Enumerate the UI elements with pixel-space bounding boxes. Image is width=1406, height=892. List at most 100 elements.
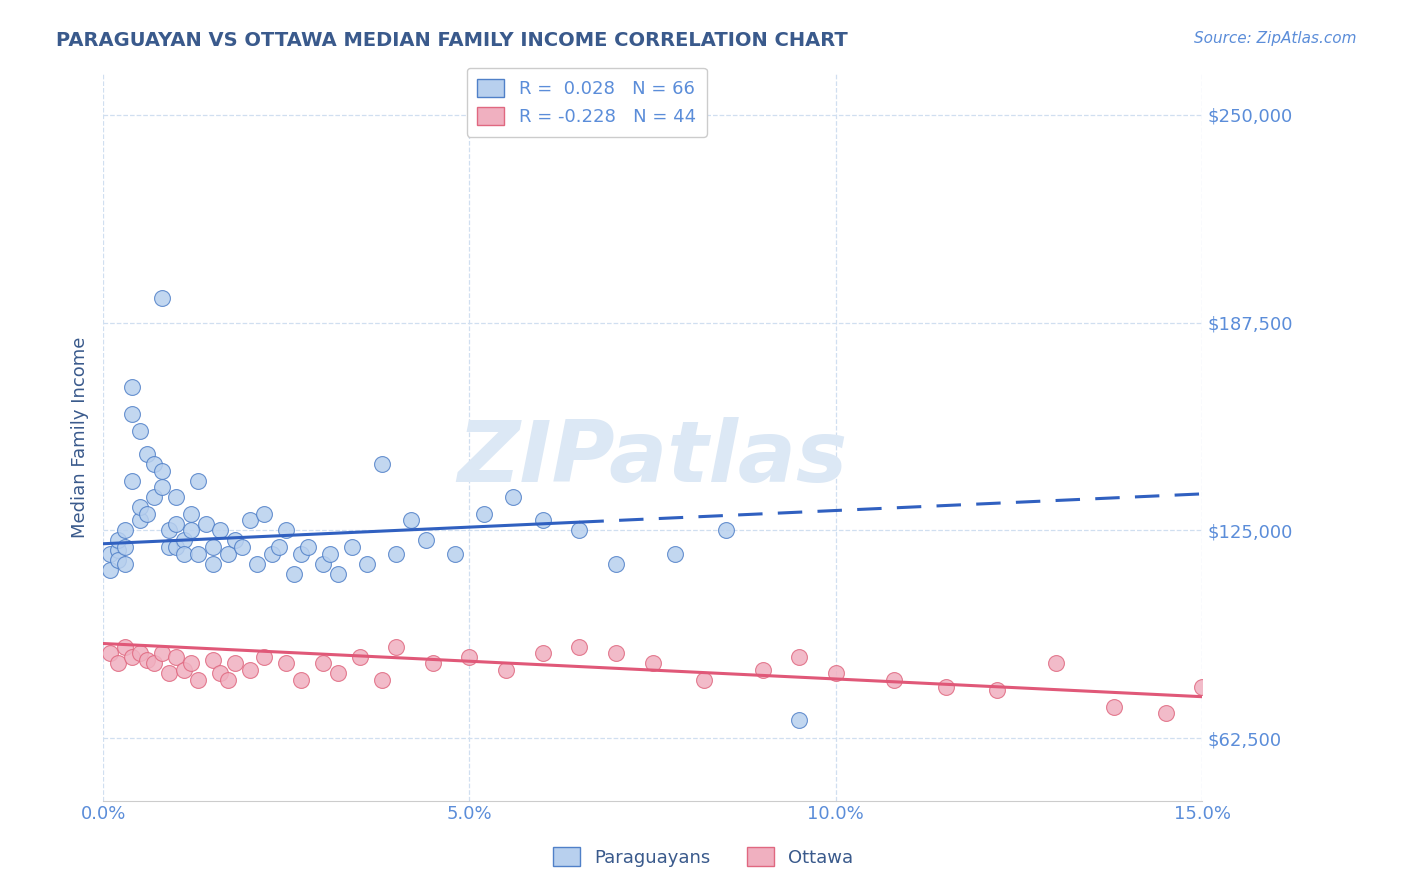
Point xyxy=(641,657,664,671)
Point xyxy=(157,666,180,681)
Point xyxy=(356,557,378,571)
Point xyxy=(114,540,136,554)
Point xyxy=(714,524,737,538)
Point xyxy=(605,647,627,661)
Point xyxy=(290,673,312,687)
Point xyxy=(664,547,686,561)
Point xyxy=(751,663,773,677)
Point xyxy=(502,490,524,504)
Point xyxy=(143,457,166,471)
Point xyxy=(194,516,217,531)
Point xyxy=(342,540,364,554)
Point xyxy=(143,657,166,671)
Point xyxy=(157,524,180,538)
Point xyxy=(165,490,187,504)
Point xyxy=(349,649,371,664)
Point xyxy=(150,464,173,478)
Point xyxy=(209,666,232,681)
Point xyxy=(239,513,262,527)
Point xyxy=(370,673,392,687)
Y-axis label: Median Family Income: Median Family Income xyxy=(72,336,89,538)
Point xyxy=(422,657,444,671)
Point xyxy=(121,407,143,421)
Point xyxy=(107,553,129,567)
Point xyxy=(385,547,408,561)
Point xyxy=(128,647,150,661)
Point xyxy=(150,647,173,661)
Point xyxy=(531,647,554,661)
Point xyxy=(883,673,905,687)
Point xyxy=(224,657,246,671)
Point xyxy=(385,640,408,654)
Point xyxy=(472,507,495,521)
Point xyxy=(187,474,209,488)
Point xyxy=(231,540,253,554)
Point xyxy=(239,663,262,677)
Point xyxy=(217,673,239,687)
Point xyxy=(180,657,202,671)
Point xyxy=(180,507,202,521)
Point xyxy=(217,547,239,561)
Point xyxy=(121,474,143,488)
Point xyxy=(114,640,136,654)
Point xyxy=(107,533,129,548)
Point xyxy=(415,533,437,548)
Point xyxy=(312,657,335,671)
Point xyxy=(150,291,173,305)
Point xyxy=(693,673,716,687)
Point xyxy=(121,380,143,394)
Legend: R =  0.028   N = 66, R = -0.228   N = 44: R = 0.028 N = 66, R = -0.228 N = 44 xyxy=(467,68,707,137)
Point xyxy=(246,557,269,571)
Point xyxy=(136,653,159,667)
Point xyxy=(531,513,554,527)
Point xyxy=(107,543,129,558)
Point xyxy=(935,680,957,694)
Point xyxy=(312,557,335,571)
Point xyxy=(605,557,627,571)
Point xyxy=(283,566,305,581)
Point xyxy=(260,547,283,561)
Point xyxy=(121,649,143,664)
Point xyxy=(443,547,465,561)
Legend: Paraguayans, Ottawa: Paraguayans, Ottawa xyxy=(546,840,860,874)
Point xyxy=(276,524,298,538)
Point xyxy=(128,500,150,515)
Point xyxy=(165,649,187,664)
Point xyxy=(100,547,122,561)
Text: Source: ZipAtlas.com: Source: ZipAtlas.com xyxy=(1194,31,1357,46)
Point xyxy=(1154,706,1177,721)
Point xyxy=(1045,657,1067,671)
Point xyxy=(165,516,187,531)
Point xyxy=(399,513,422,527)
Point xyxy=(209,524,232,538)
Point xyxy=(100,647,122,661)
Point xyxy=(136,447,159,461)
Point xyxy=(107,657,129,671)
Point xyxy=(267,540,290,554)
Point xyxy=(180,524,202,538)
Point xyxy=(568,640,591,654)
Point xyxy=(114,524,136,538)
Point xyxy=(319,547,342,561)
Text: PARAGUAYAN VS OTTAWA MEDIAN FAMILY INCOME CORRELATION CHART: PARAGUAYAN VS OTTAWA MEDIAN FAMILY INCOM… xyxy=(56,31,848,50)
Point xyxy=(297,540,319,554)
Point xyxy=(150,480,173,494)
Point xyxy=(143,490,166,504)
Point xyxy=(1191,680,1213,694)
Point xyxy=(187,547,209,561)
Text: ZIPatlas: ZIPatlas xyxy=(457,417,848,500)
Point xyxy=(787,713,810,727)
Point xyxy=(326,666,349,681)
Point xyxy=(253,649,276,664)
Point xyxy=(136,507,159,521)
Point xyxy=(276,657,298,671)
Point xyxy=(202,557,225,571)
Point xyxy=(1104,699,1126,714)
Point xyxy=(224,533,246,548)
Point xyxy=(187,673,209,687)
Point xyxy=(173,533,195,548)
Point xyxy=(128,513,150,527)
Point xyxy=(253,507,276,521)
Point xyxy=(114,557,136,571)
Point xyxy=(173,663,195,677)
